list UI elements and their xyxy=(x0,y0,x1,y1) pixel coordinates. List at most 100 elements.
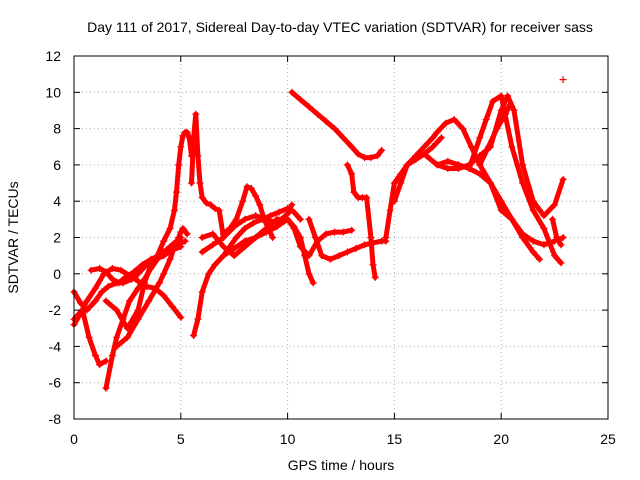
plot-area xyxy=(70,76,567,392)
data-point xyxy=(190,134,198,142)
data-point xyxy=(467,143,475,151)
data-point xyxy=(183,230,191,238)
data-point xyxy=(252,234,260,241)
axes: 0 5 10 15 20 25 -8 -6 -4 -2 0 2 4 6 8 10 12 xyxy=(45,48,616,447)
data-point xyxy=(305,215,313,223)
data-point xyxy=(309,279,317,287)
data-point xyxy=(386,206,394,214)
data-point xyxy=(198,234,206,241)
data-point xyxy=(390,197,398,205)
data-point xyxy=(177,313,185,321)
data-point xyxy=(138,261,146,269)
data-point xyxy=(540,241,548,249)
data-point xyxy=(96,361,104,369)
data-point xyxy=(290,223,298,231)
data-point xyxy=(363,194,371,202)
data-point xyxy=(361,154,368,162)
data-point xyxy=(557,259,565,267)
data-point xyxy=(104,283,112,290)
data-point xyxy=(476,170,484,178)
data-point xyxy=(215,206,223,214)
data-point xyxy=(198,288,206,296)
data-point xyxy=(442,119,450,127)
data-point xyxy=(326,255,334,263)
data-point xyxy=(91,352,99,359)
data-point xyxy=(91,284,99,292)
data-point xyxy=(196,179,204,187)
data-point xyxy=(76,299,84,307)
data-point xyxy=(403,161,411,169)
data-point xyxy=(160,237,168,245)
data-series-s14 xyxy=(288,88,386,162)
data-point xyxy=(179,132,187,140)
data-point xyxy=(108,352,116,359)
data-point xyxy=(198,194,206,202)
data-point xyxy=(145,297,153,305)
data-series-s13 xyxy=(220,215,317,287)
data-point xyxy=(269,234,277,241)
data-series-s6 xyxy=(102,128,195,332)
data-point xyxy=(220,243,227,251)
data-point xyxy=(115,279,123,287)
data-point xyxy=(207,201,215,209)
data-point xyxy=(290,208,298,216)
data-point xyxy=(211,261,219,269)
data-point xyxy=(166,255,174,263)
data-point xyxy=(529,248,537,256)
data-point xyxy=(549,215,556,223)
data-point xyxy=(83,297,91,305)
data-point xyxy=(557,241,565,249)
data-point xyxy=(209,230,217,238)
data-point xyxy=(373,152,381,160)
data-point xyxy=(497,92,505,100)
data-point xyxy=(183,128,191,136)
data-point xyxy=(98,288,106,296)
data-point xyxy=(314,110,321,118)
data-point xyxy=(249,219,257,227)
y-tick-label: 10 xyxy=(45,84,61,100)
data-point xyxy=(420,143,428,151)
data-point xyxy=(239,197,247,205)
data-point xyxy=(476,134,484,142)
data-point xyxy=(352,244,360,252)
data-point xyxy=(331,125,339,133)
data-point xyxy=(390,179,398,187)
data-point xyxy=(147,261,155,269)
data-point xyxy=(284,215,292,223)
y-tick-label: -8 xyxy=(49,411,62,427)
data-point xyxy=(168,303,176,310)
data-point xyxy=(551,201,559,209)
data-point xyxy=(252,192,260,200)
data-point xyxy=(230,252,238,260)
data-series-s23 xyxy=(549,215,565,249)
data-point xyxy=(192,110,200,118)
data-point xyxy=(296,234,304,241)
data-point xyxy=(318,252,326,260)
data-point xyxy=(348,170,356,178)
data-point xyxy=(198,248,206,256)
data-point xyxy=(194,315,202,323)
data-point xyxy=(241,224,249,232)
x-tick-label: 15 xyxy=(387,431,403,447)
data-series-s19 xyxy=(422,92,567,220)
data-point xyxy=(134,306,142,314)
data-point xyxy=(301,252,309,260)
data-point xyxy=(96,264,104,272)
data-point xyxy=(232,215,240,223)
data-point xyxy=(296,215,304,223)
data-point xyxy=(256,201,264,209)
data-point xyxy=(177,228,185,236)
y-tick-label: 4 xyxy=(53,193,61,209)
data-point xyxy=(444,157,452,165)
data-point xyxy=(134,315,142,323)
data-point xyxy=(226,224,234,232)
data-point xyxy=(190,332,198,339)
series-trace xyxy=(71,265,184,328)
data-point xyxy=(175,234,183,241)
data-point xyxy=(160,292,168,300)
data-point xyxy=(455,161,462,169)
data-point xyxy=(367,234,375,241)
data-point xyxy=(476,152,484,160)
data-point xyxy=(540,212,548,220)
